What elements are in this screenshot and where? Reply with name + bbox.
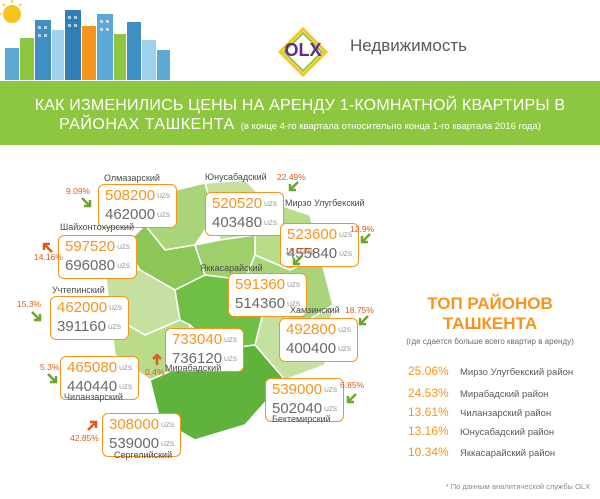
banner-subtitle: (в конце 4-го квартала относительно конц… [240,121,541,132]
top-districts-title: ТОП РАЙОНОВ ТАШКЕНТА [427,294,553,333]
banner-title-line2: РАЙОНАХ ТАШКЕНТА [59,116,235,133]
change-mirzo-ulugbek: 12.9% [350,224,375,234]
change-yakkasaray: 13.02% [285,246,314,256]
title-banner [0,81,600,145]
top-districts-subtitle: (где сдается больше всего квартир в арен… [406,337,574,346]
change-shaykhontokhur: 14.16% [34,252,63,262]
arrow-up-left-icon [42,242,53,253]
arrow-down-left-icon [292,255,303,266]
banner-title-line1: КАК ИЗМЕНИЛИСЬ ЦЕНЫ НА АРЕНДУ 1-КОМНАТНО… [34,97,566,114]
arrow-down-right-icon [31,311,42,322]
district-name-bektemir: Бектемирский [272,414,331,424]
change-bektemir: 6.85% [340,380,365,390]
price-box-chilanzar: 465080 UZS 440440 UZS [60,356,140,400]
top-list-item: 13.16% Юнусабадский район [408,424,555,438]
top-list-item: 10.34% Яккасарайский район [408,445,556,459]
change-yunusabad: 22.49% [277,172,306,182]
arrow-down-left-icon [288,181,299,192]
district-name-mirabad: Мирабадский [165,363,222,373]
arrow-up-right-icon [87,420,98,431]
district-name-uchtepa: Учтепинский [52,285,105,295]
change-olmazar: 9.09% [66,186,91,196]
price-box-mirabad: 733040 UZS 736120 UZS [165,328,245,372]
logo-text: OLX [284,40,322,60]
arrow-down-left-icon [360,233,371,244]
price-box-olmazar: 508200 UZS 462000 UZS [98,184,178,228]
olx-logo-icon [278,27,328,77]
price-box-bektemir: 539000 UZS 502040 UZS [265,378,345,422]
price-box-yakkasaray: 591360 UZS 514360 UZS [228,273,308,317]
banner-title-line2-wrap: РАЙОНАХ ТАШКЕНТА (в конце 4-го квартала о… [0,116,600,134]
district-name-mirzo-ulugbek: Мирзо Улугбекский [285,198,365,208]
change-sergeli: 42.85% [70,433,99,443]
footnote: * По данным аналитической службы OLX [445,482,590,491]
price-box-yunusabad: 520520 UZS 403480 UZS [205,192,285,236]
district-name-yunusabad: Юнусабадский [205,172,267,182]
arrow-down-left-icon [346,393,357,404]
price-box-khamza: 492800 UZS 400400 UZS [279,318,359,362]
arrow-down-right-icon [47,373,58,384]
price-box-sergeli: 308000 UZS 539000 UZS [102,413,182,457]
change-mirabad: 0.4% [145,367,165,377]
price-box-shaykhontokhur: 597520 UZS 696080 UZS [58,235,138,279]
price-box-uchtepa: 462000 UZS 391160 UZS [50,296,130,340]
arrow-down-left-icon [358,315,369,326]
arrow-up-icon [152,353,162,365]
arrow-down-right-icon [81,197,92,208]
district-name-khamza: Хамзинский [290,305,340,315]
district-name-chilanzar: Чиланзарский [64,392,123,402]
top-list-item: 13.61% Чиланзарский район [408,405,552,419]
section-label: Недвижимость [350,36,467,55]
district-name-shaykhontokhur: Шайхонтохурский [60,222,134,232]
district-name-yakkasaray: Яккасарайский [200,263,263,273]
district-name-olmazar: Олмазарский [104,173,160,183]
change-chilanzar: 5.3% [40,362,60,372]
district-name-sergeli: Сергелийский [114,450,173,460]
change-khamza: 18.75% [345,305,374,315]
city-skyline-illustration [0,0,170,80]
top-list-item: 24.53% Мирабадский район [408,386,549,400]
top-list-item: 25.06% Мирзо Улугбекский район [408,364,574,378]
change-uchtepa: 15.3% [17,299,42,309]
